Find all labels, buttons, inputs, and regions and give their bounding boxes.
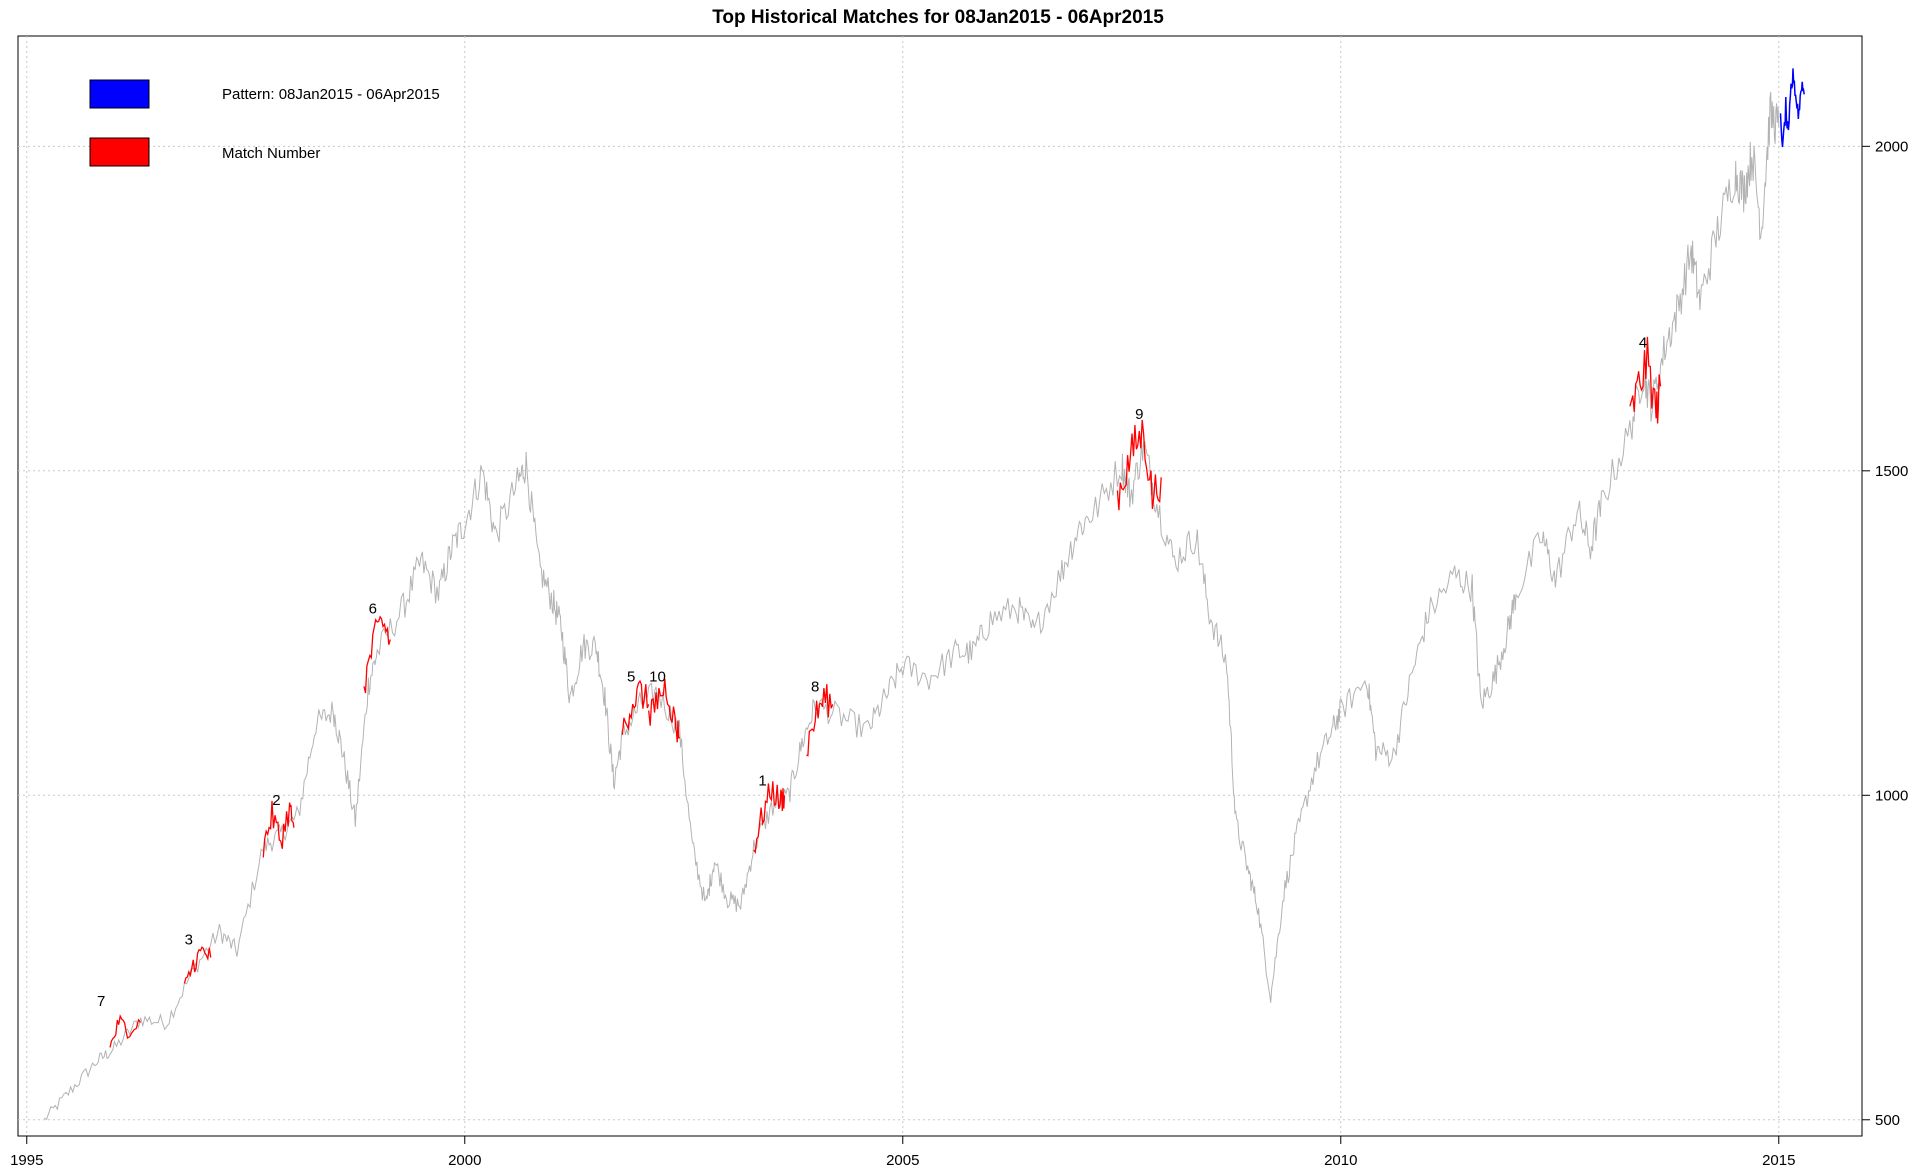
legend-label-pattern: Pattern: 08Jan2015 - 06Apr2015	[222, 86, 440, 103]
x-tick-label: 1995	[10, 1152, 43, 1169]
series-line-pattern	[1779, 68, 1805, 148]
matches-layer: 1 2 3 4 5 6 7 8 9 10	[97, 335, 1662, 1048]
legend-swatch-pattern	[89, 79, 150, 109]
match-label-1: 1	[758, 773, 766, 790]
match-segment-4	[1629, 336, 1662, 424]
y-tick-label: 2000	[1875, 138, 1908, 155]
match-label-4: 4	[1639, 335, 1647, 352]
match-segment-6	[363, 615, 391, 694]
match-label-5: 5	[627, 669, 635, 686]
series-line-history	[44, 91, 1780, 1121]
y-tick-label: 500	[1875, 1112, 1900, 1129]
match-label-8: 8	[811, 678, 819, 695]
match-segment-5	[621, 679, 650, 735]
x-tick-label: 2010	[1324, 1152, 1357, 1169]
legend-label-match: Match Number	[222, 145, 320, 162]
match-label-3: 3	[185, 932, 193, 949]
y-tick-label: 1000	[1875, 787, 1908, 804]
plot-frame	[17, 35, 1863, 1137]
x-tick-label: 2000	[448, 1152, 481, 1169]
match-label-2: 2	[272, 792, 280, 809]
match-segment-3	[183, 946, 212, 984]
x-tick-label: 2005	[886, 1152, 919, 1169]
legend-swatch-match	[89, 137, 150, 167]
match-segment-2	[262, 800, 295, 858]
axes: 1995 2000 2005 2010 2015 500 1000 1500 2000	[10, 138, 1908, 1169]
match-segment-10	[648, 678, 680, 743]
series-layer	[44, 68, 1805, 1121]
y-tick-label: 1500	[1875, 463, 1908, 480]
x-tick-label: 2015	[1762, 1152, 1795, 1169]
match-segment-7	[109, 1014, 142, 1048]
match-segment-1	[753, 781, 786, 855]
legend: Pattern: 08Jan2015 - 06Apr2015 Match Num…	[89, 79, 440, 167]
grid	[18, 36, 1862, 1136]
match-label-7: 7	[97, 993, 105, 1010]
match-label-10: 10	[649, 669, 666, 686]
chart-title: Top Historical Matches for 08Jan2015 - 0…	[712, 7, 1164, 28]
match-label-6: 6	[369, 601, 377, 618]
match-label-9: 9	[1135, 406, 1143, 423]
match-segment-8	[806, 684, 834, 757]
match-segment-9	[1116, 419, 1162, 511]
